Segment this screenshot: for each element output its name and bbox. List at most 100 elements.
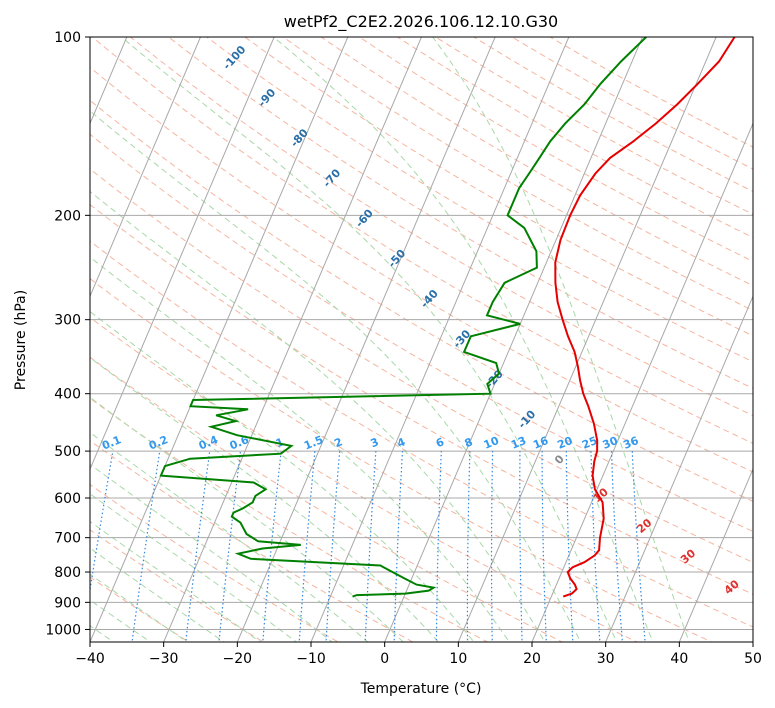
dry-adiabat <box>244 37 753 337</box>
isotherm <box>163 37 423 642</box>
mixing-ratio-line <box>519 451 523 642</box>
dry-adiabat <box>90 203 753 595</box>
temperature-line <box>554 37 736 598</box>
y-tick-label: 500 <box>54 444 81 460</box>
moist-adiabat-label: -60 <box>353 206 376 230</box>
x-tick-label: −40 <box>75 651 105 667</box>
dry-adiabat <box>90 316 639 642</box>
moist-adiabat-label: -90 <box>255 86 278 110</box>
x-tick-label: 40 <box>670 651 688 667</box>
mixing-ratio-line <box>631 451 646 642</box>
mixing-ratio-label: 25 <box>580 434 599 452</box>
moist-adiabat <box>90 463 333 642</box>
y-tick-label: 900 <box>54 595 81 611</box>
isotherm <box>605 295 753 642</box>
chart-title: wetPf2_C2E2.2026.106.12.10.G30 <box>284 12 558 32</box>
mixing-ratio-label: 3 <box>369 435 381 450</box>
isotherm <box>90 37 202 298</box>
isotherm <box>678 467 753 642</box>
dry-adiabat <box>511 37 753 170</box>
mixing-ratio-line <box>185 451 211 642</box>
mixing-ratio-line <box>298 451 316 642</box>
moist-adiabat <box>90 310 475 642</box>
moist-adiabat-label: -70 <box>320 166 343 190</box>
dry-adiabat <box>90 278 713 642</box>
mixing-ratio-label: 36 <box>621 434 640 452</box>
y-axis-title: Pressure (hPa) <box>13 290 29 390</box>
mixing-ratio-line <box>218 451 242 642</box>
dry-adiabat <box>90 483 340 642</box>
mixing-ratio-line <box>364 451 377 642</box>
dry-adiabat-label: 30 <box>678 547 698 567</box>
y-tick-label: 300 <box>54 313 81 329</box>
mixing-ratio-line <box>435 451 442 642</box>
moist-adiabat <box>90 547 225 642</box>
moist-adiabat-label: -100 <box>220 43 248 72</box>
dry-adiabat <box>90 66 753 473</box>
dry-adiabat <box>90 397 489 642</box>
isotherm <box>90 37 349 642</box>
isotherm <box>457 37 717 642</box>
y-tick-label: 200 <box>54 208 81 224</box>
isotherm <box>0 24 59 656</box>
moist-adiabat <box>273 37 654 642</box>
plot-area: 0.1 0.2 0.4 0.6 1 1.5 2 3 4 6 8 10 13 16 20 25 30 36-100-… <box>0 24 753 656</box>
y-tick-label: 100 <box>54 30 81 46</box>
x-tick-label: 20 <box>523 651 541 667</box>
mixing-ratio-label: 6 <box>434 435 446 450</box>
dry-adiabat <box>90 356 564 642</box>
mixing-ratio-line <box>90 450 114 594</box>
mixing-ratio-line <box>262 451 282 642</box>
mixing-ratio-lines <box>90 450 646 642</box>
y-axis-ticks: 100 200 300 400 500 600 700 800 900 1000 <box>45 30 90 638</box>
y-tick-label: 1000 <box>45 622 81 638</box>
mixing-ratio-line <box>610 451 624 642</box>
x-tick-label: 10 <box>449 651 467 667</box>
moist-adiabat-label: -80 <box>288 126 311 150</box>
dry-adiabat <box>90 99 753 502</box>
mixing-ratio-label: 8 <box>463 435 475 450</box>
x-tick-label: −30 <box>149 651 179 667</box>
isotherm <box>90 37 275 471</box>
y-tick-label: 700 <box>54 531 81 547</box>
y-tick-label: 800 <box>54 565 81 581</box>
dry-adiabat <box>90 240 753 628</box>
dry-adiabat <box>129 37 753 417</box>
moist-adiabat <box>90 396 404 642</box>
x-axis-ticks: −40 −30 −20 −10 0 10 20 30 40 50 <box>75 642 762 667</box>
moist-adiabat-label: -50 <box>385 247 408 271</box>
mixing-ratio-line <box>565 451 574 642</box>
moist-adiabat-label: -20 <box>483 367 506 391</box>
x-tick-label: −10 <box>296 651 326 667</box>
dry-adiabat <box>282 37 753 312</box>
dry-adiabat <box>472 37 753 193</box>
mixing-ratio-label: 20 <box>555 434 574 452</box>
mixing-ratio-line <box>325 451 341 642</box>
moist-adiabat <box>121 37 618 642</box>
isotherm <box>236 37 496 642</box>
dry-adiabat <box>91 37 753 445</box>
dry-adiabat <box>90 576 190 642</box>
mixing-ratio-line <box>590 451 601 642</box>
dry-adiabat <box>320 37 753 287</box>
isotherm <box>752 640 753 642</box>
isotherms <box>0 24 753 656</box>
moist-adiabat <box>432 37 690 642</box>
x-axis-title: Temperature (°C) <box>360 681 482 697</box>
y-tick-label: 400 <box>54 387 81 403</box>
moist-adiabat <box>90 356 440 642</box>
mixing-ratio-label: 0.2 <box>147 433 170 452</box>
y-tick-label: 600 <box>54 491 81 507</box>
dry-adiabat-label: 40 <box>722 577 742 597</box>
x-tick-label: 30 <box>597 651 615 667</box>
dry-adiabat <box>167 37 753 389</box>
mixing-ratio-label: 30 <box>601 434 620 452</box>
dry-adiabats <box>90 37 753 642</box>
mixing-ratio-label: 13 <box>509 434 528 452</box>
moist-adiabat <box>90 493 298 642</box>
dewpoint-line <box>159 37 647 598</box>
dry-adiabat <box>90 440 414 642</box>
plot-frame <box>89 36 754 643</box>
mixing-ratio-line <box>131 451 161 642</box>
